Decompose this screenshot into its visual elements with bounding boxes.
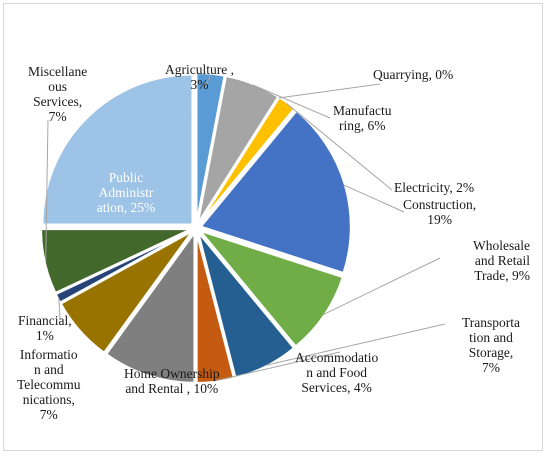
pie-slice-wholesale [197, 228, 345, 348]
pie-slice-manufacturing [196, 74, 280, 224]
label-home-ownership: Home Ownership and Rental , 10% [124, 366, 220, 396]
pie-slice-construction [199, 109, 352, 275]
label-wholesale: Wholesale and Retail Trade, 9% [473, 238, 530, 283]
label-construction: Construction, 19% [403, 197, 477, 227]
leader-line-quarrying [278, 83, 381, 99]
leader-line-manufacturing [252, 84, 331, 119]
leader-line-agriculture [204, 74, 211, 89]
leader-line-wholesale [323, 257, 441, 316]
label-manufacturing: Manufactu ring, 6% [333, 103, 392, 133]
label-transportation: Transporta tion and Storage, 7% [461, 315, 520, 375]
leader-line-misc-services [45, 119, 49, 262]
leader-line-accommodation [215, 351, 341, 382]
label-information: Informatio n and Telecommu nications, 7% [17, 347, 81, 422]
label-public-admin: Public Administr ation, 25% [96, 170, 156, 215]
leader-line-electricity [286, 103, 393, 191]
pie-slice-information [59, 230, 194, 355]
label-agriculture: Agriculture , 3% [165, 62, 234, 92]
label-quarrying: Quarrying, 0% [373, 67, 454, 82]
leader-line-financial [58, 297, 61, 321]
pie-slice-transportation [197, 231, 296, 379]
pie-slice-electricity [198, 95, 296, 225]
leader-line-transportation [265, 323, 446, 366]
label-financial: Financial, 1% [18, 313, 72, 343]
pie-slice-home-ownership [104, 229, 196, 384]
leader-line-construction [343, 184, 405, 213]
pie-slice-misc-services [40, 228, 192, 295]
label-misc-services: Miscellane ous Services, 7% [28, 64, 88, 124]
label-accommodation: Accommodatio n and Food Services, 4% [295, 350, 379, 395]
pie-slice-public-admin [41, 73, 194, 226]
pie-slice-agriculture [195, 72, 226, 224]
pie-slice-accommodation [195, 232, 236, 384]
label-electricity: Electricity, 2% [394, 180, 475, 195]
pie-slice-financial [54, 229, 193, 304]
